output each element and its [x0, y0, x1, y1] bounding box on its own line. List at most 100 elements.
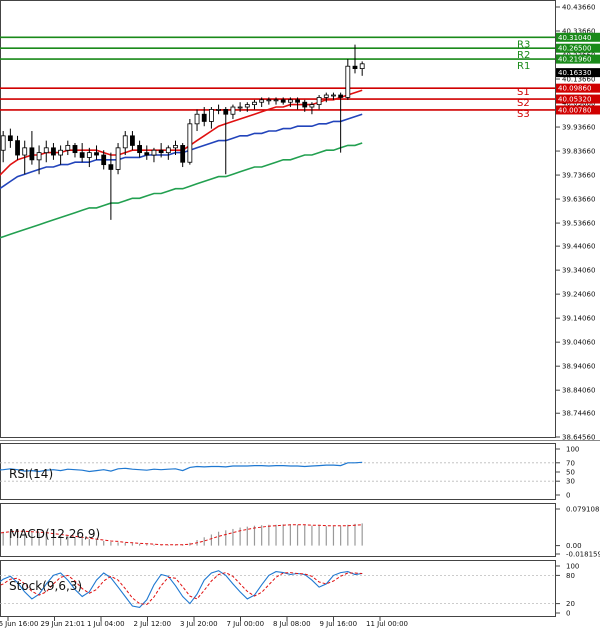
price-tick-label: 39.44060: [562, 243, 595, 251]
candle-down: [280, 99, 286, 103]
price-tick-label: 40.13660: [562, 76, 595, 84]
rsi-title: RSI(14): [9, 467, 53, 481]
candle-up: [216, 109, 221, 111]
time-tick-label: 26 Jun 16:00: [0, 620, 38, 628]
price-tick-label: 39.63660: [562, 196, 595, 204]
indicator-tick-label: 0.00: [566, 542, 582, 550]
rsi-line: [0, 461, 363, 473]
price-tick-label: 39.04060: [562, 339, 595, 347]
candle-up: [230, 106, 236, 115]
candle-up: [86, 152, 92, 158]
candle-up: [244, 104, 250, 108]
candle-up: [151, 149, 157, 156]
candle-up: [266, 99, 272, 102]
price-box-label-s3: 40.00780: [558, 106, 591, 114]
price-box-s3: [556, 105, 600, 115]
candle-up: [43, 147, 49, 154]
price-tick-label: 39.83660: [562, 148, 595, 156]
ma-green-line: [0, 142, 363, 239]
price-tick-label: 39.53660: [562, 220, 595, 228]
indicator-tick-label: 0.079108: [566, 506, 599, 514]
candle-down: [72, 145, 78, 154]
level-name-r2: R2: [517, 50, 530, 61]
price-tick-label: 39.24060: [562, 291, 595, 299]
candle-down: [79, 152, 85, 158]
candlestick-series: [0, 44, 365, 220]
candle-up: [259, 99, 265, 103]
price-tick-label: 39.34060: [562, 267, 595, 275]
price-tick-label: 39.14060: [562, 315, 595, 323]
time-tick-label: 8 Jul 08:00: [273, 620, 311, 628]
candle-up: [122, 135, 128, 149]
level-name-s1: S1: [517, 87, 530, 98]
candle-up: [115, 147, 121, 170]
stoch-signal-line: [0, 572, 363, 606]
moving-averages: [0, 89, 363, 239]
indicator-tick-label: 100: [566, 563, 579, 571]
candle-down: [223, 109, 229, 115]
candle-up: [208, 109, 214, 122]
time-tick-label: 1 Jul 04:00: [87, 620, 125, 628]
indicator-tick-label: 50: [566, 469, 575, 477]
time-tick-label: 29 Jun 21:01: [41, 620, 85, 628]
time-tick-label: 2 Jul 12:00: [134, 620, 172, 628]
macd-panel: 0.079108 0.00-0.018159: [0, 506, 600, 559]
candle-up: [237, 106, 243, 109]
price-box-label-current: 40.16330: [558, 69, 591, 77]
time-tick-label: 11 Jul 00:00: [366, 620, 408, 628]
indicator-tick-label: 30: [566, 478, 575, 486]
level-name-r3: R3: [517, 39, 530, 50]
candle-up: [323, 94, 329, 98]
stoch-panel-frame: [0, 560, 556, 617]
time-tick-label: 7 Jul 00:00: [227, 620, 265, 628]
candle-up: [345, 65, 351, 98]
ma-blue-line: [0, 113, 363, 190]
candle-down: [108, 164, 114, 170]
candle-up: [331, 94, 336, 97]
candle-up: [173, 145, 178, 149]
level-name-s2: S2: [517, 98, 530, 109]
price-tick-label: 38.94060: [562, 363, 595, 371]
price-labels: 40.31040 40.26500 40.21960 40.09860 40.05320…: [556, 32, 600, 115]
candle-up: [0, 135, 6, 151]
price-box-current: [556, 68, 600, 78]
candle-down: [338, 94, 344, 98]
price-tick-label: 40.33660: [562, 28, 595, 36]
candle-down: [15, 140, 20, 156]
price-tick-label: 38.74460: [562, 410, 595, 418]
price-tick-label: 38.64560: [562, 434, 595, 442]
candle-down: [29, 147, 35, 161]
indicator-tick-label: 80: [566, 572, 575, 580]
price-box-s2: [556, 94, 600, 104]
time-tick-label: 9 Jul 16:00: [320, 620, 358, 628]
price-tick-label: 40.43660: [562, 4, 595, 12]
candle-up: [194, 113, 200, 125]
candle-down: [180, 145, 186, 163]
candle-down: [158, 149, 164, 154]
price-box-r1: [556, 54, 600, 64]
price-tick-label: 39.93660: [562, 124, 595, 132]
indicator-tick-label: -0.018159: [566, 551, 600, 559]
price-box-label-r3: 40.31040: [558, 34, 591, 42]
price-tick-label: 39.73660: [562, 172, 595, 180]
candle-down: [352, 65, 358, 70]
price-box-label-r1: 40.21960: [558, 56, 591, 64]
price-box-r3: [556, 32, 600, 42]
candle-up: [65, 145, 71, 151]
candle-down: [144, 152, 150, 156]
indicator-tick-label: 20: [566, 600, 575, 608]
macd-title: MACD(12,26,9): [9, 527, 100, 541]
price-box-label-s2: 40.05320: [558, 96, 591, 104]
candle-up: [36, 152, 42, 161]
price-box-r2: [556, 43, 600, 53]
ma-red-line: [0, 89, 363, 177]
candle-up: [309, 104, 315, 108]
price-panel-frame: [0, 0, 556, 438]
price-box-label-s1: 40.09860: [558, 85, 591, 93]
indicator-tick-label: 70: [566, 459, 575, 467]
level-name-r1: R1: [517, 61, 530, 72]
candle-down: [302, 101, 308, 108]
